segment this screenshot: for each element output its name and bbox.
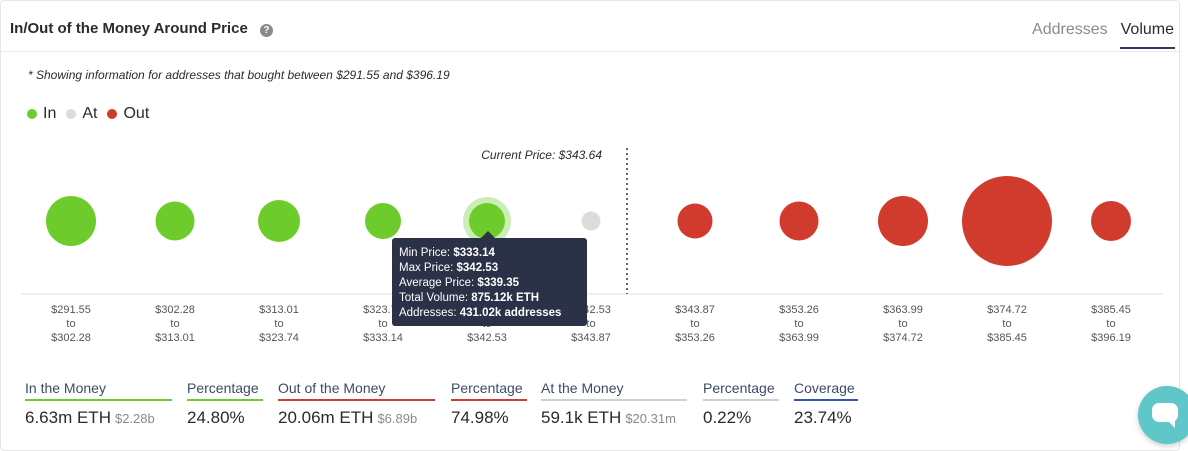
stat-value-in-the-money: 6.63m ETH $2.28b <box>25 408 155 427</box>
tick-label-to-word: to <box>794 318 803 330</box>
tab-volume[interactable]: Volume <box>1119 21 1175 49</box>
legend-label-in: In <box>43 105 57 122</box>
card-title: In/Out of the Money Around Price <box>10 20 248 37</box>
stat-value-out-of-the-money: 20.06m ETH $6.89b <box>278 408 418 427</box>
tick-label-to: $363.99 <box>779 332 819 344</box>
bubble-out-8[interactable] <box>878 196 928 246</box>
tooltip-addresses: Addresses: 431.02k addresses <box>399 307 562 320</box>
tick-label-from: $353.26 <box>779 304 819 316</box>
tick-label-to-word: to <box>898 318 907 330</box>
tab-addresses[interactable]: Addresses <box>1032 21 1108 38</box>
stat-value-at-percentage: 0.22% <box>703 408 752 427</box>
legend-item-out[interactable]: Out <box>107 105 149 123</box>
tick-label-from: $343.87 <box>675 304 715 316</box>
legend-dot-in <box>27 109 37 119</box>
tick-label-from: $374.72 <box>987 304 1027 316</box>
stat-in-the-money: In the Money 6.63m ETH $2.28b <box>25 380 172 428</box>
chat-launcher-button[interactable] <box>1138 386 1188 444</box>
bubble-out-9[interactable] <box>962 176 1052 266</box>
stat-value-coverage: 23.74% <box>794 408 852 427</box>
stat-in-percentage: Percentage 24.80% <box>187 380 263 428</box>
tooltip-min-price: Min Price: $333.14 <box>399 247 495 259</box>
tick-label-to-word: to <box>378 318 387 330</box>
tick-label-to: $342.53 <box>467 332 507 344</box>
stat-label-coverage: Coverage <box>794 380 858 401</box>
bubble-in-3[interactable] <box>365 203 401 239</box>
tick-label-to: $385.45 <box>987 332 1027 344</box>
tooltip-max-price: Max Price: $342.53 <box>399 262 499 275</box>
bubble-chart: Current Price: $343.64 $291.55 to $302.28 $3… <box>21 148 1163 344</box>
legend-dot-out <box>107 109 118 119</box>
bubble-in-0[interactable] <box>46 196 96 246</box>
legend-label-at: At <box>82 105 98 122</box>
tick-label-to: $323.74 <box>259 332 299 344</box>
view-tabs: Addresses Volume <box>1031 21 1175 49</box>
tick-label-to: $374.72 <box>883 332 923 344</box>
tick-label-from: $302.28 <box>155 304 195 316</box>
stat-coverage: Coverage 23.74% <box>794 380 858 428</box>
bubble-in-2[interactable] <box>258 200 300 242</box>
tick-label-to: $353.26 <box>675 332 715 344</box>
tooltip-total-volume: Total Volume: 875.12k ETH <box>399 292 539 305</box>
stat-label-out-percentage: Percentage <box>451 380 527 401</box>
tick-label-to-word: to <box>170 318 179 330</box>
bubble-out-10[interactable] <box>1091 201 1131 241</box>
tooltip-average-price: Average Price: $339.35 <box>399 277 519 290</box>
tick-label-from: $363.99 <box>883 304 923 316</box>
chat-bubble-icon <box>1152 403 1178 428</box>
stat-out-percentage: Percentage 74.98% <box>451 380 527 428</box>
question-circle-icon[interactable]: ? <box>260 24 273 37</box>
legend-item-in[interactable]: In <box>27 105 56 123</box>
bubble-tooltip: Min Price: $333.14 Max Price: $342.53 Av… <box>392 231 587 326</box>
tick-label-to: $333.14 <box>363 332 403 344</box>
bubble-in-1[interactable] <box>155 201 195 241</box>
tick-label-to: $343.87 <box>571 332 611 344</box>
legend-item-at[interactable]: At <box>66 105 97 123</box>
tick-label-to-word: to <box>66 318 75 330</box>
stat-value-at-the-money: 59.1k ETH $20.31m <box>541 408 676 427</box>
stat-label-in-the-money: In the Money <box>25 380 172 401</box>
stat-label-out-of-the-money: Out of the Money <box>278 380 435 401</box>
tick-label-to-word: to <box>274 318 283 330</box>
card-header: In/Out of the Money Around Price ? Addre… <box>1 1 1181 52</box>
stat-at-the-money: At the Money 59.1k ETH $20.31m <box>541 380 687 428</box>
tick-label-to: $313.01 <box>155 332 195 344</box>
stat-value-in-percentage: 24.80% <box>187 408 245 427</box>
tick-label-to-word: to <box>690 318 699 330</box>
bubble-in-4[interactable] <box>469 203 505 239</box>
tick-label-to-word: to <box>1002 318 1011 330</box>
stat-label-at-percentage: Percentage <box>703 380 779 401</box>
bubble-at-5[interactable] <box>581 211 601 231</box>
tick-label-to-word: to <box>586 318 595 330</box>
stat-out-of-the-money: Out of the Money 20.06m ETH $6.89b <box>278 380 435 428</box>
current-price-label: Current Price: $343.64 <box>481 148 602 162</box>
legend-label-out: Out <box>123 105 150 122</box>
bubble-out-7[interactable] <box>779 201 819 241</box>
tick-label-from: $291.55 <box>51 304 91 316</box>
legend-dot-at <box>66 109 77 119</box>
tick-label-to: $302.28 <box>51 332 91 344</box>
stat-at-percentage: Percentage 0.22% <box>703 380 779 428</box>
tick-label-from: $313.01 <box>259 304 299 316</box>
range-note: * Showing information for addresses that… <box>28 68 450 82</box>
tick-label-from: $385.45 <box>1091 304 1131 316</box>
stat-value-out-percentage: 74.98% <box>451 408 509 427</box>
stat-label-at-the-money: At the Money <box>541 380 687 401</box>
bubble-out-6[interactable] <box>677 203 713 239</box>
chart-legend: In At Out <box>27 105 149 123</box>
tick-label-to: $396.19 <box>1091 332 1131 344</box>
tick-label-to-word: to <box>1106 318 1115 330</box>
stat-label-in-percentage: Percentage <box>187 380 263 401</box>
